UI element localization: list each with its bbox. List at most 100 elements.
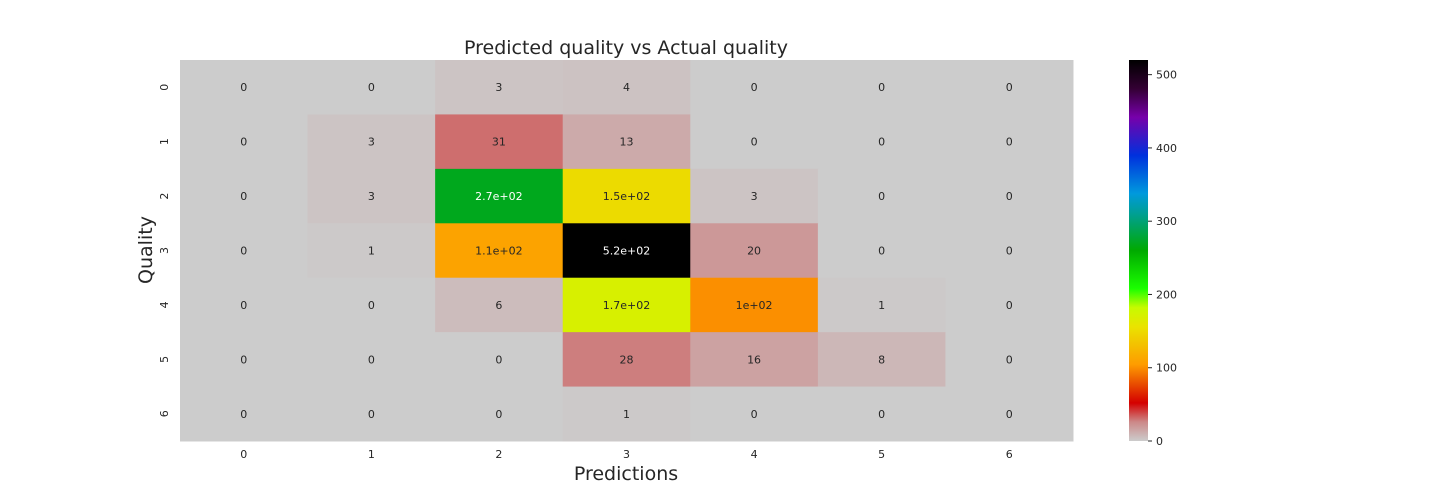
y-tick-label: 2 (158, 193, 171, 200)
y-tick-labels: 0 1 2 3 4 5 6 (158, 84, 171, 418)
cell-value-label: 0 (751, 81, 758, 94)
heatmap-cells: 0 0 3 4 0 0 0 0 3 31 13 0 0 0 0 3 2.7e+02 1.5e+02 3 0 0 0 1 1.1… (180, 60, 1074, 442)
cell-value-label: 2.7e+02 (475, 190, 522, 203)
cell-value-label: 0 (495, 353, 502, 366)
heatmap-cell (690, 114, 819, 170)
cell-value-label: 8 (878, 353, 885, 366)
cell-value-label: 0 (240, 245, 247, 258)
heatmap-cell (435, 277, 564, 333)
y-axis-label: Quality (135, 216, 157, 284)
cell-value-label: 6 (495, 299, 502, 312)
heatmap-cell (562, 168, 691, 224)
heatmap-cell (435, 223, 564, 279)
cell-value-label: 0 (1006, 353, 1013, 366)
heatmap-cell (180, 114, 309, 170)
cell-value-label: 1.1e+02 (475, 245, 522, 258)
y-tick-label: 3 (158, 247, 171, 254)
cell-value-label: 0 (1006, 245, 1013, 258)
heatmap-cell (817, 60, 946, 115)
cell-value-label: 1 (878, 299, 885, 312)
colorbar-tick-labels: 0 100 200 300 400 500 (1148, 69, 1177, 448)
x-tick-label: 6 (1006, 448, 1013, 461)
heatmap-cell (945, 168, 1074, 224)
cell-value-label: 0 (240, 408, 247, 421)
heatmap-cell (817, 332, 946, 388)
cell-value-label: 1 (623, 408, 630, 421)
cell-value-label: 0 (1006, 136, 1013, 149)
colorbar-tick-label: 300 (1156, 215, 1177, 228)
cell-value-label: 0 (1006, 299, 1013, 312)
x-tick-label: 5 (878, 448, 885, 461)
cell-value-label: 3 (751, 190, 758, 203)
cell-value-label: 0 (878, 136, 885, 149)
heatmap-cell (945, 60, 1074, 115)
heatmap-cell (817, 386, 946, 442)
x-tick-label: 3 (623, 448, 630, 461)
colorbar: 0 100 200 300 400 500 (1129, 60, 1177, 448)
cell-value-label: 0 (368, 299, 375, 312)
x-tick-label: 2 (495, 448, 502, 461)
x-tick-labels: 0 1 2 3 4 5 6 (240, 448, 1012, 461)
heatmap-cell (307, 332, 436, 388)
cell-value-label: 3 (368, 136, 375, 149)
heatmap-cell (435, 114, 564, 170)
colorbar-tick-label: 400 (1156, 142, 1177, 155)
heatmap-cell (307, 60, 436, 115)
heatmap-cell (307, 223, 436, 279)
cell-value-label: 31 (492, 136, 506, 149)
heatmap-cell (945, 277, 1074, 333)
colorbar-tick-label: 200 (1156, 288, 1177, 301)
cell-value-label: 0 (368, 81, 375, 94)
heatmap-cell (690, 332, 819, 388)
heatmap-cell (180, 168, 309, 224)
x-tick-label: 0 (240, 448, 247, 461)
heatmap-cell (690, 168, 819, 224)
heatmap-cell (690, 60, 819, 115)
heatmap-cell (945, 332, 1074, 388)
heatmap-cell (435, 168, 564, 224)
cell-value-label: 3 (368, 190, 375, 203)
heatmap-cell (435, 386, 564, 442)
cell-value-label: 0 (751, 136, 758, 149)
cell-value-label: 0 (240, 353, 247, 366)
cell-value-label: 16 (747, 353, 761, 366)
x-tick-label: 4 (751, 448, 758, 461)
cell-value-label: 4 (623, 81, 630, 94)
heatmap-cell (180, 332, 309, 388)
heatmap-cell (562, 114, 691, 170)
cell-value-label: 0 (878, 81, 885, 94)
cell-value-label: 0 (1006, 190, 1013, 203)
cell-value-label: 3 (495, 81, 502, 94)
y-tick-label: 1 (158, 138, 171, 145)
cell-value-label: 0 (240, 299, 247, 312)
cell-value-label: 0 (240, 136, 247, 149)
y-tick-label: 6 (158, 410, 171, 417)
heatmap-cell (180, 277, 309, 333)
cell-value-label: 0 (1006, 408, 1013, 421)
cell-value-label: 20 (747, 245, 761, 258)
heatmap-cell (562, 60, 691, 115)
heatmap-cell (945, 114, 1074, 170)
heatmap-cell (690, 386, 819, 442)
heatmap-cell (180, 223, 309, 279)
cell-value-label: 1.5e+02 (603, 190, 650, 203)
heatmap-cell (180, 60, 309, 115)
heatmap-cell (945, 386, 1074, 442)
heatmap-cell (307, 386, 436, 442)
heatmap-cell (945, 223, 1074, 279)
y-tick-label: 4 (158, 301, 171, 308)
cell-value-label: 1.7e+02 (603, 299, 650, 312)
x-tick-label: 1 (368, 448, 375, 461)
cell-value-label: 0 (1006, 81, 1013, 94)
heatmap-cell (817, 168, 946, 224)
heatmap-cell (817, 114, 946, 170)
cell-value-label: 0 (240, 190, 247, 203)
heatmap-cell (307, 114, 436, 170)
heatmap-cell (562, 386, 691, 442)
colorbar-tick-label: 100 (1156, 362, 1177, 375)
colorbar-gradient (1129, 60, 1148, 441)
cell-value-label: 0 (878, 408, 885, 421)
cell-value-label: 0 (495, 408, 502, 421)
heatmap-cell (562, 332, 691, 388)
